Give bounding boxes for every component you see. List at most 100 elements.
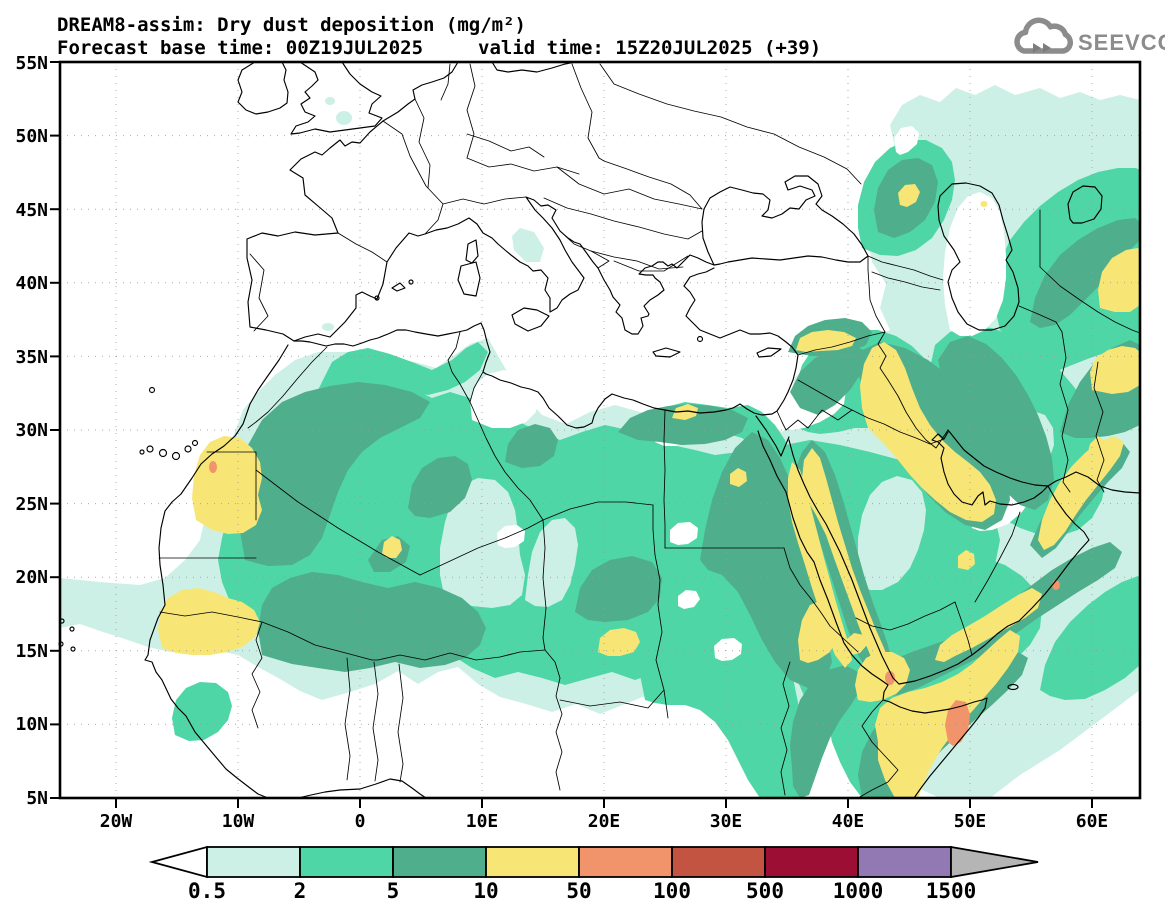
map-frame-group: 55N 50N 45N 40N 35N 30N 25N 20N 15N 10N …: [15, 53, 1142, 832]
contour-region: [470, 370, 538, 428]
graticule: [60, 62, 1140, 798]
legend-label: 100: [653, 879, 691, 903]
contour-region: [209, 461, 217, 473]
contour-region: [700, 432, 832, 688]
contour-region: [325, 97, 335, 105]
contour-region: [798, 600, 840, 663]
lat-label: 55N: [15, 53, 48, 74]
contour-region: [894, 126, 919, 155]
lon-label: 20W: [100, 811, 133, 832]
contour-region: [714, 638, 742, 661]
lat-label: 40N: [15, 273, 48, 294]
cloud-icon: [1014, 17, 1074, 54]
lat-label: 45N: [15, 200, 48, 221]
legend-box-500-1000: [764, 846, 859, 878]
contour-region: [796, 330, 856, 352]
legend-label: 10: [473, 879, 498, 903]
contour-region: [790, 345, 868, 415]
legend-box-2-5: [299, 846, 394, 878]
lat-ticks: [50, 61, 60, 799]
legend-label: 5: [387, 879, 400, 903]
cloud-swoosh-icon: [1033, 43, 1041, 53]
contour-region: [1052, 580, 1060, 590]
lon-label: 0: [355, 811, 366, 832]
contour-region: [1098, 248, 1140, 312]
logo-text: SEEVCCC: [1078, 30, 1165, 55]
valid-time-label: valid time: 15Z20JUL2025 (+39): [478, 37, 821, 59]
contour-region: [858, 476, 926, 590]
contour-region: [598, 628, 640, 656]
contour-region: [1030, 218, 1140, 328]
contour-region: [845, 633, 867, 655]
legend-box-50-100: [578, 846, 673, 878]
legend-label: 1500: [926, 879, 977, 903]
contour-region: [440, 478, 525, 608]
legend-box-0.5-2: [206, 846, 301, 878]
lon-label: 60E: [1076, 811, 1109, 832]
legend-label: 0.5: [188, 879, 226, 903]
contour-region: [730, 468, 747, 487]
legend-labels: 0.5 2 5 10 50 100 500 1000 1500: [188, 879, 976, 903]
lat-labels: 55N 50N 45N 40N 35N 30N 25N 20N 15N 10N …: [15, 53, 48, 809]
legend-label: 2: [294, 879, 307, 903]
contour-region: [943, 192, 1006, 336]
contour-region: [497, 525, 525, 548]
contour-region: [158, 588, 260, 655]
contour-region: [938, 336, 1054, 510]
contour-region: [258, 572, 486, 672]
dust-layer-10-50: [158, 184, 1140, 798]
legend-label: 50: [566, 879, 591, 903]
contour-region: [670, 522, 698, 545]
lat-label: 15N: [15, 641, 48, 662]
lon-labels: 20W 10W 0 10E 20E 30E 40E 50E 60E: [100, 811, 1109, 832]
lon-label: 30E: [710, 811, 743, 832]
contour-region: [678, 590, 700, 609]
contour-region: [958, 550, 975, 570]
contour-region: [336, 111, 352, 125]
lon-label: 20E: [588, 811, 621, 832]
legend-box-5-10: [392, 846, 487, 878]
contour-region: [318, 342, 488, 395]
contour-region: [672, 404, 698, 420]
legend-arrow-below-min: [148, 845, 208, 879]
lon-label: 50E: [954, 811, 987, 832]
lon-ticks: [115, 798, 1093, 808]
legend-label: 1000: [833, 879, 884, 903]
dust-layer-50-100: [209, 461, 1060, 746]
contour-region: [172, 682, 232, 741]
contour-region: [790, 665, 860, 798]
contour-region: [575, 556, 662, 622]
contour-region: [408, 456, 472, 518]
seevccc-logo: SEEVCCC: [1014, 17, 1165, 55]
lat-label: 30N: [15, 420, 48, 441]
contour-region: [192, 436, 262, 534]
plot-title: DREAM8-assim: Dry dust deposition (mg/m²…: [57, 14, 526, 36]
colorbar-legend: 0.5 2 5 10 50 100 500 1000 1500: [148, 845, 1039, 903]
lat-label: 10N: [15, 714, 48, 735]
country-borders: [158, 63, 1141, 799]
dust-shading-layers: [60, 85, 1140, 798]
base-time-label: Forecast base time: 00Z19JUL2025: [57, 37, 423, 59]
legend-box-10-50: [485, 846, 580, 878]
contour-region: [802, 448, 890, 676]
lon-label: 10W: [222, 811, 255, 832]
contour-region: [505, 424, 558, 468]
contour-region: [1090, 346, 1140, 394]
titles: DREAM8-assim: Dry dust deposition (mg/m²…: [57, 14, 821, 59]
contour-region: [855, 652, 910, 702]
contour-region: [1002, 692, 1140, 798]
coastlines: [58, 61, 1141, 799]
lon-label: 10E: [466, 811, 499, 832]
legend-label: 500: [746, 879, 784, 903]
lat-label: 25N: [15, 494, 48, 515]
contour-region: [525, 518, 578, 607]
contour-region: [980, 201, 988, 207]
lat-label: 20N: [15, 567, 48, 588]
contour-region: [935, 588, 1042, 662]
contour-region: [322, 323, 334, 331]
lon-label: 40E: [832, 811, 865, 832]
legend-box-1000-1500: [857, 846, 952, 878]
lat-label: 50N: [15, 126, 48, 147]
